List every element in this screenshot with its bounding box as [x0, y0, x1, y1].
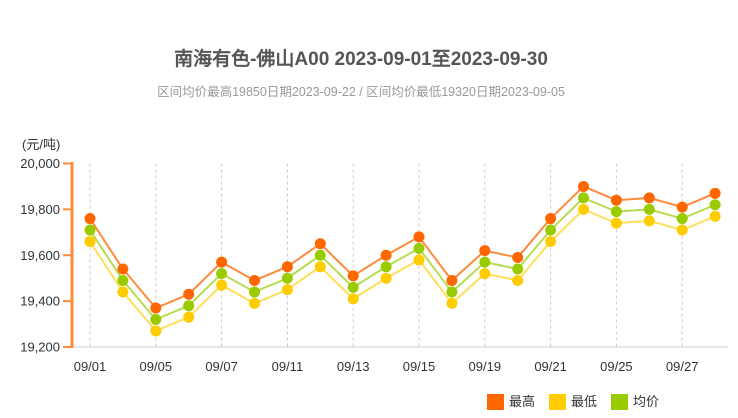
data-point-最低: [150, 325, 162, 337]
data-point-均价: [413, 242, 425, 254]
data-point-均价: [446, 286, 458, 298]
data-point-最高: [578, 180, 589, 192]
data-point-最高: [150, 302, 162, 314]
data-point-均价: [84, 224, 96, 236]
data-point-最高: [479, 245, 491, 257]
data-point-最低: [84, 235, 96, 247]
y-tick-label: 19,600: [20, 248, 60, 263]
data-point-最低: [479, 268, 491, 280]
legend-item-high: 最高: [487, 394, 535, 410]
chart-legend: 最高 最低 均价: [487, 394, 659, 410]
legend-item-low: 最低: [549, 394, 597, 410]
data-point-最低: [709, 210, 721, 222]
data-point-均价: [347, 281, 359, 293]
data-point-最低: [578, 203, 589, 215]
data-point-均价: [545, 224, 557, 236]
series-line-最低: [89, 208, 716, 333]
x-tick-label: 09/13: [337, 359, 370, 374]
data-point-最高: [446, 274, 458, 286]
series-line-均价: [89, 196, 716, 321]
data-point-均价: [380, 261, 392, 273]
data-point-均价: [249, 286, 260, 298]
legend-label-high: 最高: [509, 394, 536, 409]
data-point-均价: [709, 199, 721, 211]
data-point-最低: [380, 272, 392, 284]
data-point-最低: [347, 293, 359, 305]
data-point-均价: [281, 272, 293, 284]
chart-subtitle: 区间均价最高19850日期2023-09-22 / 区间均价最低19320日期2…: [157, 85, 565, 99]
legend-swatch-high-icon: [487, 394, 504, 410]
data-point-最低: [281, 284, 293, 296]
data-point-最高: [117, 263, 129, 275]
data-point-最低: [446, 297, 458, 309]
data-point-最高: [380, 249, 392, 261]
x-tick-label: 09/21: [534, 359, 567, 374]
data-point-最低: [413, 254, 425, 266]
data-point-均价: [216, 268, 228, 280]
legend-swatch-avg-icon: [611, 394, 629, 410]
y-tick-label: 19,200: [20, 340, 60, 355]
data-point-最低: [512, 274, 524, 286]
x-tick-label: 09/11: [272, 359, 304, 374]
chart-title: 南海有色-佛山A00 2023-09-01至2023-09-30: [174, 49, 548, 70]
data-point-最低: [216, 279, 228, 291]
data-point-最高: [183, 288, 195, 300]
legend-swatch-low-icon: [549, 394, 567, 410]
data-point-最高: [610, 194, 622, 206]
data-point-最低: [314, 261, 326, 273]
y-tick-label: 20,000: [20, 156, 60, 171]
data-point-最高: [676, 201, 688, 213]
legend-label-avg: 均价: [633, 394, 660, 409]
data-point-最高: [281, 261, 293, 273]
data-point-最高: [216, 256, 228, 268]
data-point-最低: [249, 297, 260, 309]
data-point-最低: [117, 286, 129, 298]
x-tick-label: 09/05: [140, 359, 173, 374]
data-point-最低: [676, 224, 688, 236]
data-point-最高: [709, 187, 721, 199]
data-point-最高: [84, 213, 96, 225]
data-point-最高: [512, 252, 524, 264]
data-point-最高: [643, 192, 655, 204]
data-point-均价: [183, 300, 195, 312]
data-point-均价: [676, 213, 688, 225]
x-tick-label: 09/01: [74, 359, 107, 374]
data-point-最高: [413, 231, 425, 243]
data-point-均价: [578, 192, 589, 204]
data-point-均价: [610, 206, 622, 218]
legend-item-avg: 均价: [611, 394, 659, 410]
x-tick-label: 09/25: [600, 359, 633, 374]
data-point-最高: [249, 274, 260, 286]
y-tick-label: 19,800: [20, 202, 60, 217]
data-point-均价: [117, 274, 129, 286]
data-point-均价: [643, 203, 655, 215]
data-point-最低: [610, 217, 622, 229]
data-point-最高: [314, 238, 326, 250]
data-point-最高: [347, 270, 359, 282]
data-point-最低: [183, 311, 195, 323]
data-point-最低: [643, 215, 655, 227]
data-point-均价: [479, 256, 491, 268]
data-point-均价: [314, 249, 326, 261]
x-tick-label: 09/27: [666, 359, 699, 374]
x-tick-label: 09/19: [469, 359, 502, 374]
x-tick-label: 09/07: [205, 359, 238, 374]
y-axis-unit-label: (元/吨): [22, 137, 61, 152]
legend-label-low: 最低: [571, 394, 598, 409]
x-tick-label: 09/15: [403, 359, 436, 374]
data-point-均价: [150, 313, 162, 325]
series-line-最高: [89, 185, 716, 310]
y-tick-label: 19,400: [20, 294, 60, 309]
data-point-最低: [545, 235, 557, 247]
data-point-均价: [512, 263, 524, 275]
data-point-最高: [545, 213, 557, 225]
